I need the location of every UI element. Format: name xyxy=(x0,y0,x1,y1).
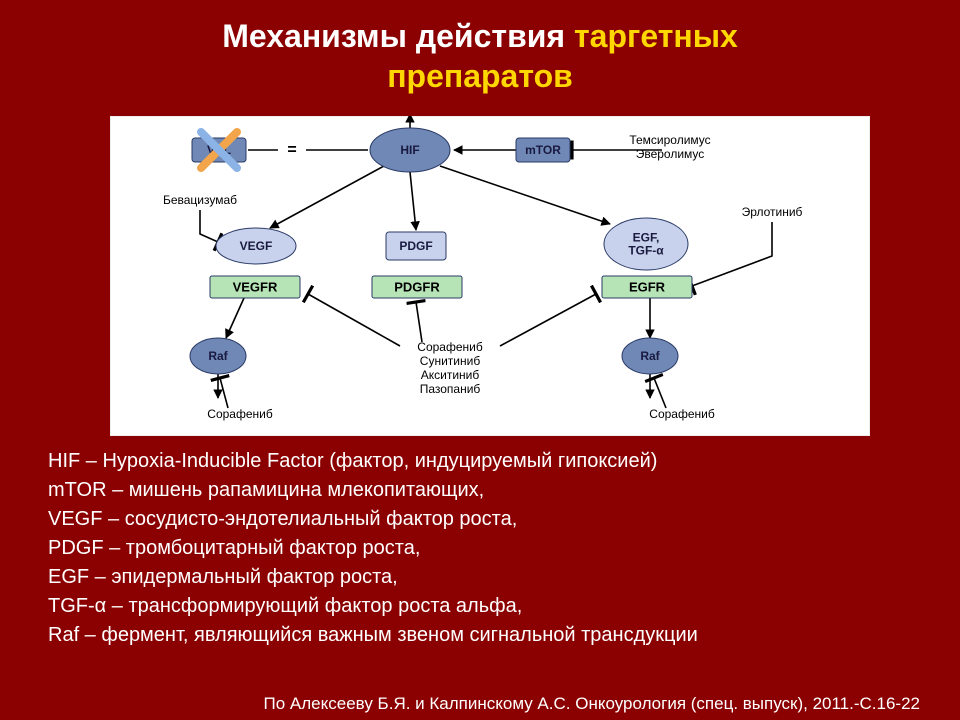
legend-line: TGF-α – трансформирующий фактор роста ал… xyxy=(48,593,900,620)
edge-bevac_vegf xyxy=(200,210,218,242)
legend-line: VEGF – сосудисто-эндотелиальный фактор р… xyxy=(48,506,900,533)
node-label-egf: EGF, xyxy=(633,231,660,245)
node-label-pdgfr: PDGFR xyxy=(394,280,440,295)
edge-hif_egf xyxy=(440,166,610,224)
title-part-3: препаратов xyxy=(387,58,573,94)
node-label-hif: HIF xyxy=(400,143,419,157)
drug-label-multi: Сорафениб xyxy=(417,340,483,354)
drug-label-bevac: Бевацизумаб xyxy=(163,193,237,207)
equals-sign: = xyxy=(287,142,296,159)
slide-title: Механизмы действия таргетных препаратов xyxy=(0,16,960,96)
node-label-raf1: Raf xyxy=(208,349,228,363)
node-label-vegf: VEGF xyxy=(240,239,273,253)
drug-label-soraf2: Сорафениб xyxy=(649,407,715,421)
legend-line: mTOR – мишень рапамицина млекопитающих, xyxy=(48,477,900,504)
edge-soraf2_raf xyxy=(654,378,666,408)
drug-label-temsir: Темсиролимус xyxy=(629,133,710,147)
drug-label-erlot: Эрлотиниб xyxy=(742,205,803,219)
legend-line: PDGF – тромбоцитарный фактор роста, xyxy=(48,535,900,562)
drug-label-multi: Сунитиниб xyxy=(420,354,481,368)
edge-multi_egfr xyxy=(500,294,596,346)
node-label-raf2: Raf xyxy=(640,349,660,363)
node-label-egfr: EGFR xyxy=(629,280,666,295)
edge-multi_vegfr xyxy=(308,294,400,346)
mechanism-diagram: VHLHIFmTORVEGFPDGFEGF,TGF-αVEGFRPDGFREGF… xyxy=(110,116,870,436)
edge-multi_pdgfr xyxy=(416,302,422,342)
drug-label-temsir: Эверолимус xyxy=(636,147,705,161)
edge-soraf1_raf xyxy=(220,378,228,408)
edge-hif_pdgf xyxy=(410,172,416,230)
node-label-mtor: mTOR xyxy=(525,143,561,157)
node-label-pdgf: PDGF xyxy=(399,239,432,253)
node-label-egf: TGF-α xyxy=(628,244,664,258)
legend-block: HIF – Hypoxia-Inducible Factor (фактор, … xyxy=(48,448,900,651)
legend-line: EGF – эпидермальный фактор роста, xyxy=(48,564,900,591)
slide: Механизмы действия таргетных препаратов … xyxy=(0,0,960,720)
drug-label-soraf1: Сорафениб xyxy=(207,407,273,421)
edge-hif_vegf xyxy=(270,166,384,228)
title-part-2: таргетных xyxy=(574,18,738,54)
edge-vegfr_raf xyxy=(226,298,244,338)
edge-erlot_egf xyxy=(692,222,772,286)
drug-label-multi: Акситиниб xyxy=(421,368,480,382)
node-label-vegfr: VEGFR xyxy=(233,280,278,295)
legend-line: Raf – фермент, являющийся важным звеном … xyxy=(48,622,900,649)
citation-footer: По Алексееву Б.Я. и Калпинскому А.С. Онк… xyxy=(0,694,920,714)
legend-line: HIF – Hypoxia-Inducible Factor (фактор, … xyxy=(48,448,900,475)
title-part-1: Механизмы действия xyxy=(222,18,565,54)
drug-label-multi: Пазопаниб xyxy=(420,382,481,396)
